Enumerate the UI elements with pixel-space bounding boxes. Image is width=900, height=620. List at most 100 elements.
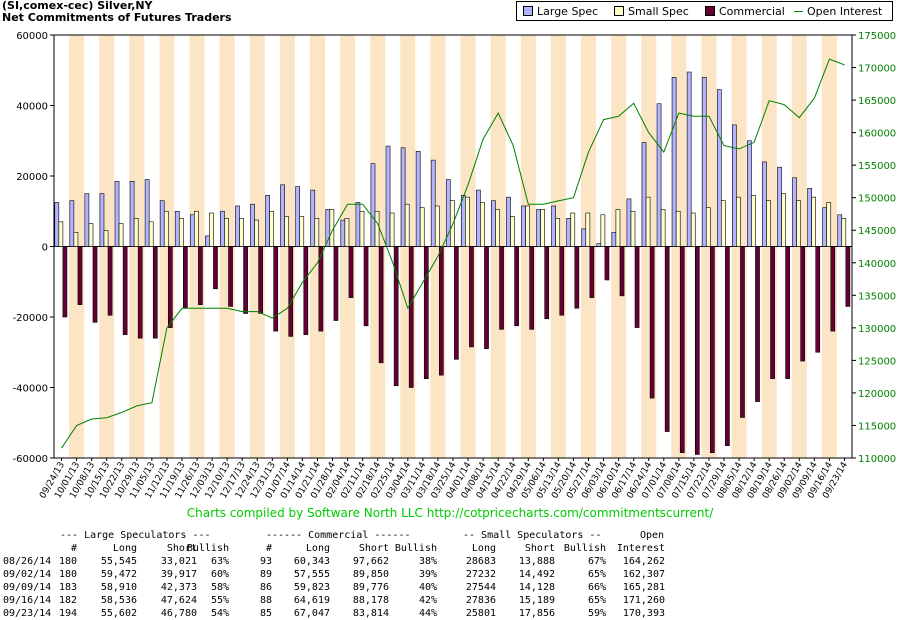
bar-large-spec	[265, 195, 270, 247]
bar-small-spec	[751, 195, 756, 247]
bar-large-spec	[476, 189, 481, 247]
bar-large-spec	[807, 188, 812, 247]
table-cell: 58%	[210, 582, 229, 593]
bar-commercial	[303, 246, 309, 335]
bar-small-spec	[389, 212, 395, 247]
y2-tick-label: 130000	[858, 324, 896, 335]
table-cell: 39%	[418, 569, 437, 580]
bar-small-spec	[570, 212, 576, 247]
bar-commercial	[363, 246, 369, 327]
bar-commercial	[649, 246, 655, 399]
y2-tick-label: 145000	[858, 226, 896, 237]
bar-small-spec	[525, 205, 530, 247]
bar-commercial	[559, 246, 565, 316]
table-cell: 164,262	[622, 556, 665, 567]
table-cell: 13,888	[518, 556, 555, 567]
legend-swatch-small	[614, 6, 624, 16]
table-cell: 97,662	[352, 556, 389, 567]
y2-tick-label: 140000	[858, 259, 896, 270]
table-cell: 180	[58, 569, 77, 580]
table-cell: 183	[58, 582, 77, 593]
bar-small-spec	[675, 210, 681, 247]
bar-commercial	[574, 246, 580, 309]
bar-large-spec	[370, 163, 376, 247]
bar-small-spec	[480, 202, 485, 247]
y-tick-label: 0	[42, 243, 48, 254]
table-row-date: 09/23/14	[3, 608, 52, 619]
bar-commercial	[529, 246, 535, 330]
bar-large-spec	[69, 200, 75, 247]
bar-commercial	[318, 246, 324, 332]
bar-small-spec	[585, 212, 591, 247]
y2-tick-label: 165000	[858, 96, 896, 107]
bar-large-spec	[641, 142, 647, 247]
bar-small-spec	[178, 218, 184, 247]
bar-small-spec	[449, 200, 455, 247]
y2-tick-label: 125000	[858, 356, 896, 367]
bar-small-spec	[811, 196, 817, 247]
table-cell: 59%	[587, 608, 606, 619]
bar-small-spec	[796, 200, 801, 247]
bar-commercial	[755, 246, 760, 402]
table-group-header: Open	[640, 530, 665, 541]
bar-small-spec	[404, 203, 410, 247]
table-cell: 89	[259, 569, 272, 580]
bar-small-spec	[284, 216, 290, 247]
table-cell: 46,780	[160, 608, 197, 619]
bar-large-spec	[581, 228, 587, 247]
bar-small-spec	[540, 209, 545, 247]
bar-commercial	[288, 246, 294, 337]
table-row-date: 08/26/14	[3, 556, 52, 567]
bar-small-spec	[736, 196, 741, 247]
legend: Large Spec Small Spec Commercial Open In…	[516, 1, 893, 21]
bar-commercial	[454, 246, 459, 360]
bar-large-spec	[385, 145, 391, 247]
table-cell: 67%	[587, 556, 606, 567]
y-tick-label: -20000	[13, 313, 48, 324]
bar-large-spec	[430, 159, 436, 247]
bar-large-spec	[129, 180, 135, 247]
legend-open-interest: Open Interest	[794, 5, 882, 18]
bar-commercial	[815, 246, 821, 353]
bar-small-spec	[58, 221, 64, 247]
bar-commercial	[785, 246, 790, 379]
bar-large-spec	[837, 214, 843, 247]
bar-commercial	[198, 246, 203, 305]
table-cell: 180	[58, 556, 77, 567]
y2-tick-label: 150000	[858, 194, 896, 205]
bar-large-spec	[491, 200, 496, 247]
bar-large-spec	[747, 140, 752, 247]
y2-tick-label: 115000	[858, 421, 896, 432]
table-column-header: Long	[112, 543, 137, 554]
bar-commercial	[710, 246, 715, 454]
bar-small-spec	[690, 212, 696, 247]
bar-small-spec	[133, 218, 139, 247]
table-cell: 162,307	[622, 569, 665, 580]
bar-commercial	[258, 246, 263, 314]
bar-large-spec	[551, 205, 556, 247]
table-group-header: ------ Commercial ------	[266, 530, 411, 541]
legend-swatch-oi	[794, 11, 803, 12]
cot-chart: 60000 40000 20000 0 -20000 -40000 -60000 17500…	[13, 31, 897, 501]
bar-small-spec	[359, 210, 365, 247]
table-cell: 171,260	[622, 595, 665, 606]
bar-commercial	[438, 246, 444, 376]
table-cell: 60,343	[293, 556, 330, 567]
y-tick-label: -40000	[13, 384, 48, 395]
bar-commercial	[92, 246, 98, 323]
table-column-header: Long	[471, 543, 496, 554]
bar-large-spec	[777, 166, 782, 247]
table-cell: 38%	[418, 556, 437, 567]
bar-small-spec	[434, 205, 440, 247]
bar-large-spec	[84, 193, 90, 247]
bar-large-spec	[54, 202, 60, 247]
bar-commercial	[77, 246, 83, 305]
table-cell: 63%	[210, 556, 229, 567]
table-cell: 39,917	[160, 569, 197, 580]
bar-small-spec	[630, 210, 636, 247]
bar-small-spec	[645, 196, 651, 247]
bar-small-spec	[781, 193, 786, 247]
bar-large-spec	[686, 71, 692, 247]
bar-small-spec	[118, 223, 124, 247]
y-tick-label: 20000	[16, 172, 48, 183]
